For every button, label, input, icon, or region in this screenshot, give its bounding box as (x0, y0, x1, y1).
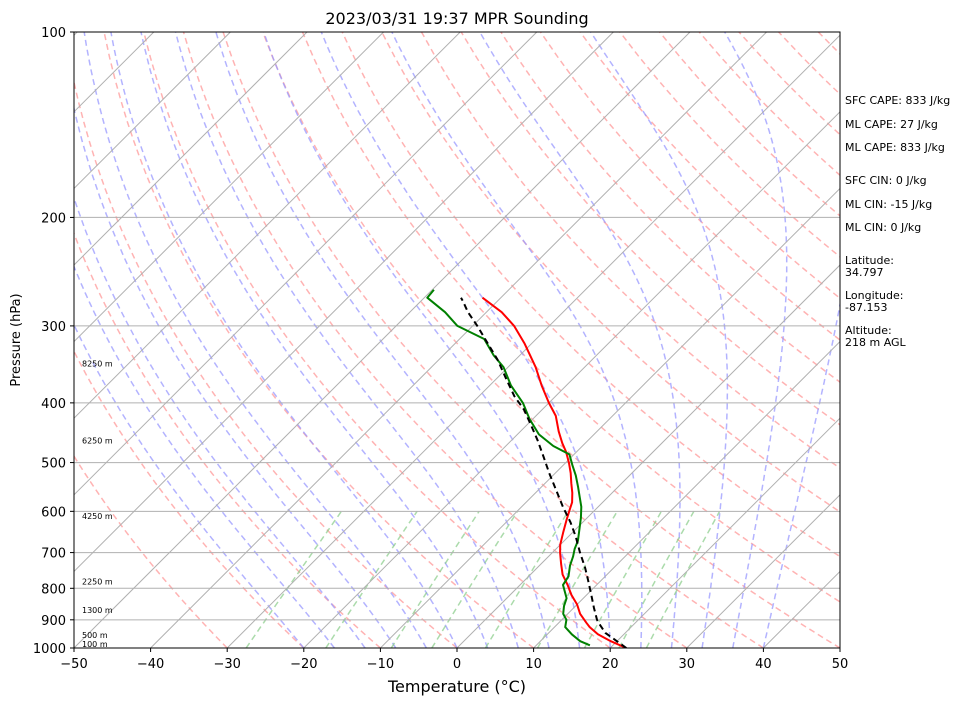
isotherm (74, 32, 461, 419)
isotherm (533, 340, 840, 648)
moist-adiabat (320, 32, 611, 648)
y-tick-label: 700 (41, 547, 66, 562)
isotherm (303, 111, 840, 648)
dry-adiabat (262, 32, 840, 648)
x-tick-label: −50 (60, 657, 87, 672)
profiles (426, 289, 627, 648)
stat-sfc-cin: SFC CIN: 0 J/kg (845, 174, 927, 187)
plot-area (74, 32, 840, 648)
y-tick-label: 800 (41, 582, 66, 597)
x-tick-label: 0 (453, 657, 461, 672)
height-label: 8250 m (82, 359, 113, 368)
temperature-line (481, 296, 627, 648)
chart-title: 2023/03/31 19:37 MPR Sounding (325, 9, 588, 28)
x-tick-label: −20 (290, 657, 317, 672)
dry-adiabat (143, 32, 611, 648)
parcel-path-line (460, 297, 627, 648)
mixing-ratio-line (484, 510, 569, 648)
isotherm (0, 32, 1, 648)
y-tick-label: 100 (41, 26, 66, 41)
moist-adiabat (391, 32, 643, 648)
moist-adiabat (110, 32, 458, 648)
moist-adiabat (215, 32, 550, 648)
dry-adiabat (74, 349, 305, 648)
y-axis-label: Pressure (hPa) (9, 293, 24, 386)
stat-longitude-label: Longitude: (845, 289, 904, 302)
moist-adiabat (74, 105, 397, 648)
x-tick-label: −40 (137, 657, 164, 672)
stat-sfc-cape: SFC CAPE: 833 J/kg (845, 94, 951, 107)
y-tick-label: 900 (41, 614, 66, 629)
dry-adiabat (579, 32, 840, 300)
x-tick-label: −30 (213, 657, 240, 672)
moist-adiabat (262, 32, 581, 648)
moist-adiabat (762, 300, 840, 648)
x-tick-label: 30 (679, 657, 696, 672)
stat-latitude-value: 34.797 (845, 266, 884, 279)
isotherm (226, 34, 840, 648)
dry-adiabat (182, 32, 688, 648)
y-tick-label: 200 (41, 211, 66, 226)
moist-adiabat (174, 32, 520, 648)
y-tick-label: 1000 (33, 642, 66, 657)
stat-ml-cape-1: ML CAPE: 27 J/kg (845, 118, 938, 131)
isotherm (74, 32, 308, 266)
isotherm (380, 187, 840, 648)
isotherm (74, 32, 538, 496)
mixing-ratio-line (645, 510, 721, 648)
x-tick-label: 50 (832, 657, 849, 672)
height-label: 100 m (82, 640, 108, 649)
moist-adiabat (74, 264, 335, 648)
stat-ml-cin-2: ML CIN: 0 J/kg (845, 221, 922, 234)
y-axis-ticks: 1000 900 800 700 600 500 400 300 200 100 (33, 26, 74, 657)
stat-longitude-value: -87.153 (845, 301, 888, 314)
isotherm (74, 32, 614, 573)
y-tick-label: 400 (41, 397, 66, 412)
height-label: 500 m (82, 631, 108, 640)
isotherm (74, 32, 231, 190)
stat-latitude-label: Latitude: (845, 254, 894, 267)
height-label: 1300 m (82, 606, 113, 615)
y-tick-label: 500 (41, 457, 66, 472)
x-tick-label: 20 (602, 657, 619, 672)
mixing-ratio-line (583, 510, 663, 648)
isotherm (686, 494, 840, 648)
isotherm (74, 32, 384, 343)
isotherm (609, 417, 840, 648)
x-axis-label: Temperature (°C) (387, 677, 526, 696)
moist-adiabat (74, 195, 366, 648)
stat-altitude-value: 218 m AGL (845, 336, 906, 349)
dewpoint-line (426, 289, 591, 647)
x-tick-label: 10 (525, 657, 542, 672)
height-label: 2250 m (82, 578, 113, 587)
moist-adiabat (479, 32, 681, 648)
stat-ml-cape-2: ML CAPE: 833 J/kg (845, 141, 945, 154)
isotherm (150, 32, 767, 648)
dry-adiabat (74, 79, 458, 648)
stat-ml-cin-1: ML CIN: -15 J/kg (845, 198, 933, 211)
x-axis-ticks: −50 −40 −30 −20 −10 0 10 20 30 40 50 (60, 648, 848, 672)
x-tick-label: 40 (755, 657, 772, 672)
y-tick-label: 600 (41, 505, 66, 520)
isotherm (74, 32, 691, 648)
moist-adiabat (590, 32, 729, 648)
moist-adiabat (83, 32, 428, 648)
height-label: 4250 m (82, 512, 113, 521)
x-tick-label: −10 (367, 657, 394, 672)
stat-altitude-label: Altitude: (845, 324, 892, 337)
background-lines (0, 32, 840, 648)
dry-adiabat (103, 32, 535, 648)
y-tick-label: 300 (41, 320, 66, 335)
mixing-ratio-line (536, 510, 618, 648)
moist-adiabat (724, 32, 788, 648)
height-label: 6250 m (82, 436, 113, 445)
